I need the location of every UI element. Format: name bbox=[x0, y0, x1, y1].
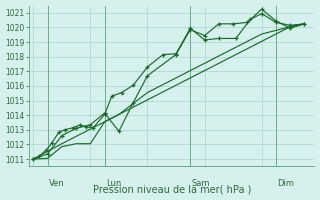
X-axis label: Pression niveau de la mer( hPa ): Pression niveau de la mer( hPa ) bbox=[92, 184, 251, 194]
Text: Sam: Sam bbox=[192, 179, 210, 188]
Text: Dim: Dim bbox=[277, 179, 294, 188]
Text: Lun: Lun bbox=[106, 179, 121, 188]
Text: Ven: Ven bbox=[49, 179, 65, 188]
